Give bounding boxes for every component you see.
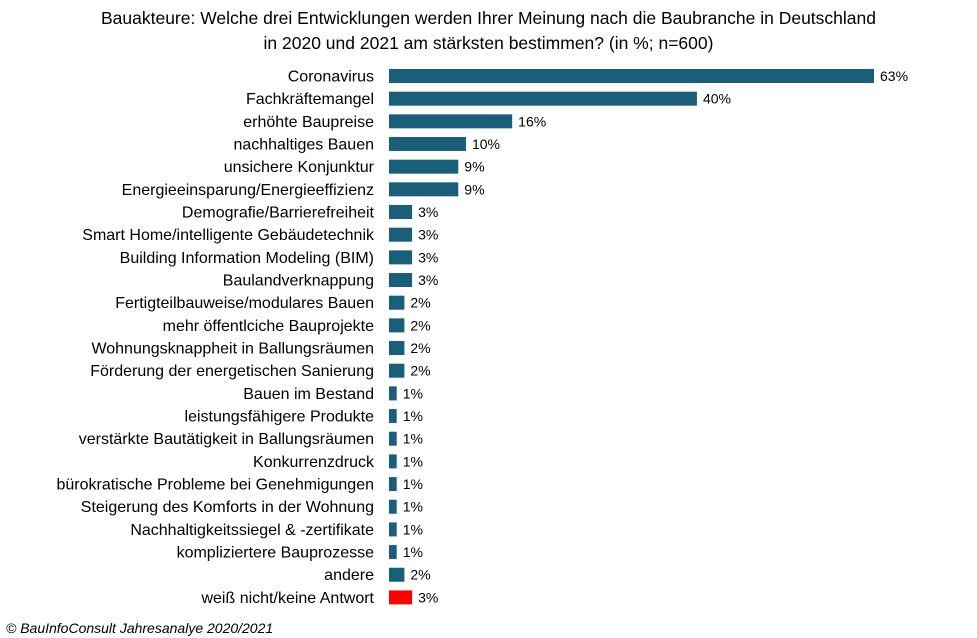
data-label: 1% (403, 544, 423, 560)
category-label: unsichere Konjunktur (224, 159, 375, 176)
data-label: 40% (703, 91, 731, 107)
category-label: Fachkräftemangel (246, 91, 374, 108)
category-label: Demografie/Barrierefreiheit (182, 205, 375, 222)
chart-title: Bauakteure: Welche drei Entwicklungen we… (100, 8, 876, 53)
bar (389, 386, 397, 401)
bar (389, 545, 397, 560)
data-label: 3% (418, 589, 438, 605)
data-label: 2% (410, 295, 430, 311)
data-label: 2% (410, 317, 430, 333)
bar (389, 567, 405, 582)
category-label: Steigerung des Komforts in der Wohnung (81, 499, 374, 516)
category-label: Wohnungsknappheit in Ballungsräumen (91, 341, 374, 358)
category-label: mehr öffentlciche Bauprojekte (163, 318, 374, 335)
category-label: Bauen im Bestand (243, 386, 374, 403)
category-label: bürokratische Probleme bei Genehmigungen (56, 477, 374, 494)
category-label: Building Information Modeling (BIM) (120, 250, 374, 267)
bar (389, 431, 397, 446)
data-label: 1% (403, 453, 423, 469)
bar (389, 114, 513, 129)
data-label: 1% (403, 408, 423, 424)
bar (389, 273, 413, 288)
data-label: 2% (410, 567, 430, 583)
category-label: Smart Home/intelligente Gebäudetechnik (82, 227, 375, 244)
data-label: 3% (418, 272, 438, 288)
bar (389, 182, 459, 197)
bar (389, 522, 397, 537)
data-label: 3% (418, 227, 438, 243)
bar (389, 250, 413, 265)
bar (389, 454, 397, 469)
category-label: kompliziertere Bauprozesse (177, 545, 375, 562)
category-label: andere (324, 567, 374, 584)
category-label: Energieeinsparung/Energieeffizienz (122, 182, 374, 199)
bar (389, 69, 874, 83)
bar (389, 159, 459, 174)
category-label: Coronavirus (288, 69, 374, 86)
category-label: Baulandverknappung (223, 273, 374, 290)
bar (389, 477, 397, 492)
data-label: 1% (403, 499, 423, 515)
category-label: leistungsfähigere Produkte (185, 409, 375, 426)
data-label: 1% (403, 385, 423, 401)
category-labels: Coronavirus Fachkräftemangel erhöhte Baupr… (56, 69, 375, 607)
bar (389, 227, 413, 242)
data-label: 3% (418, 204, 438, 220)
data-label: 16% (518, 113, 546, 129)
bar (389, 363, 405, 378)
bar (389, 499, 397, 514)
category-label: nachhaltiges Bauen (233, 137, 374, 154)
bars-layer (389, 69, 874, 605)
bar (389, 590, 413, 605)
category-label: Nachhaltigkeitssiegel & -zertifikate (130, 522, 374, 539)
bar (389, 409, 397, 424)
data-label: 1% (403, 431, 423, 447)
source-note: © BauInfoConsult Jahresanalye 2020/2021 (6, 620, 274, 636)
bar (389, 91, 697, 106)
bar (389, 295, 405, 310)
bar (389, 137, 466, 152)
data-label: 2% (410, 340, 430, 356)
data-label: 3% (418, 249, 438, 265)
data-label: 1% (403, 521, 423, 537)
category-label: verstärkte Bautätigkeit in Ballungsräume… (79, 431, 374, 448)
value-labels: 63% 40% 16% 10% 9% 9% 3% 3% 3% 3% 2% 2% 2% 2% 1% 1% 1% 1%… (403, 68, 908, 605)
category-label: Konkurrenzdruck (253, 454, 375, 471)
category-label: Förderung der energetischen Sanierung (90, 363, 374, 380)
bar (389, 341, 405, 356)
data-label: 10% (472, 136, 500, 152)
data-label: 1% (403, 476, 423, 492)
category-label: weiß nicht/keine Antwort (200, 590, 374, 607)
bar (389, 318, 405, 333)
data-label: 2% (410, 363, 430, 379)
category-label: erhöhte Baupreise (243, 114, 374, 131)
bar (389, 205, 413, 220)
category-label: Fertigteilbauweise/modulares Bauen (115, 295, 374, 312)
data-label: 63% (880, 68, 908, 84)
data-label: 9% (464, 159, 484, 175)
data-label: 9% (464, 181, 484, 197)
